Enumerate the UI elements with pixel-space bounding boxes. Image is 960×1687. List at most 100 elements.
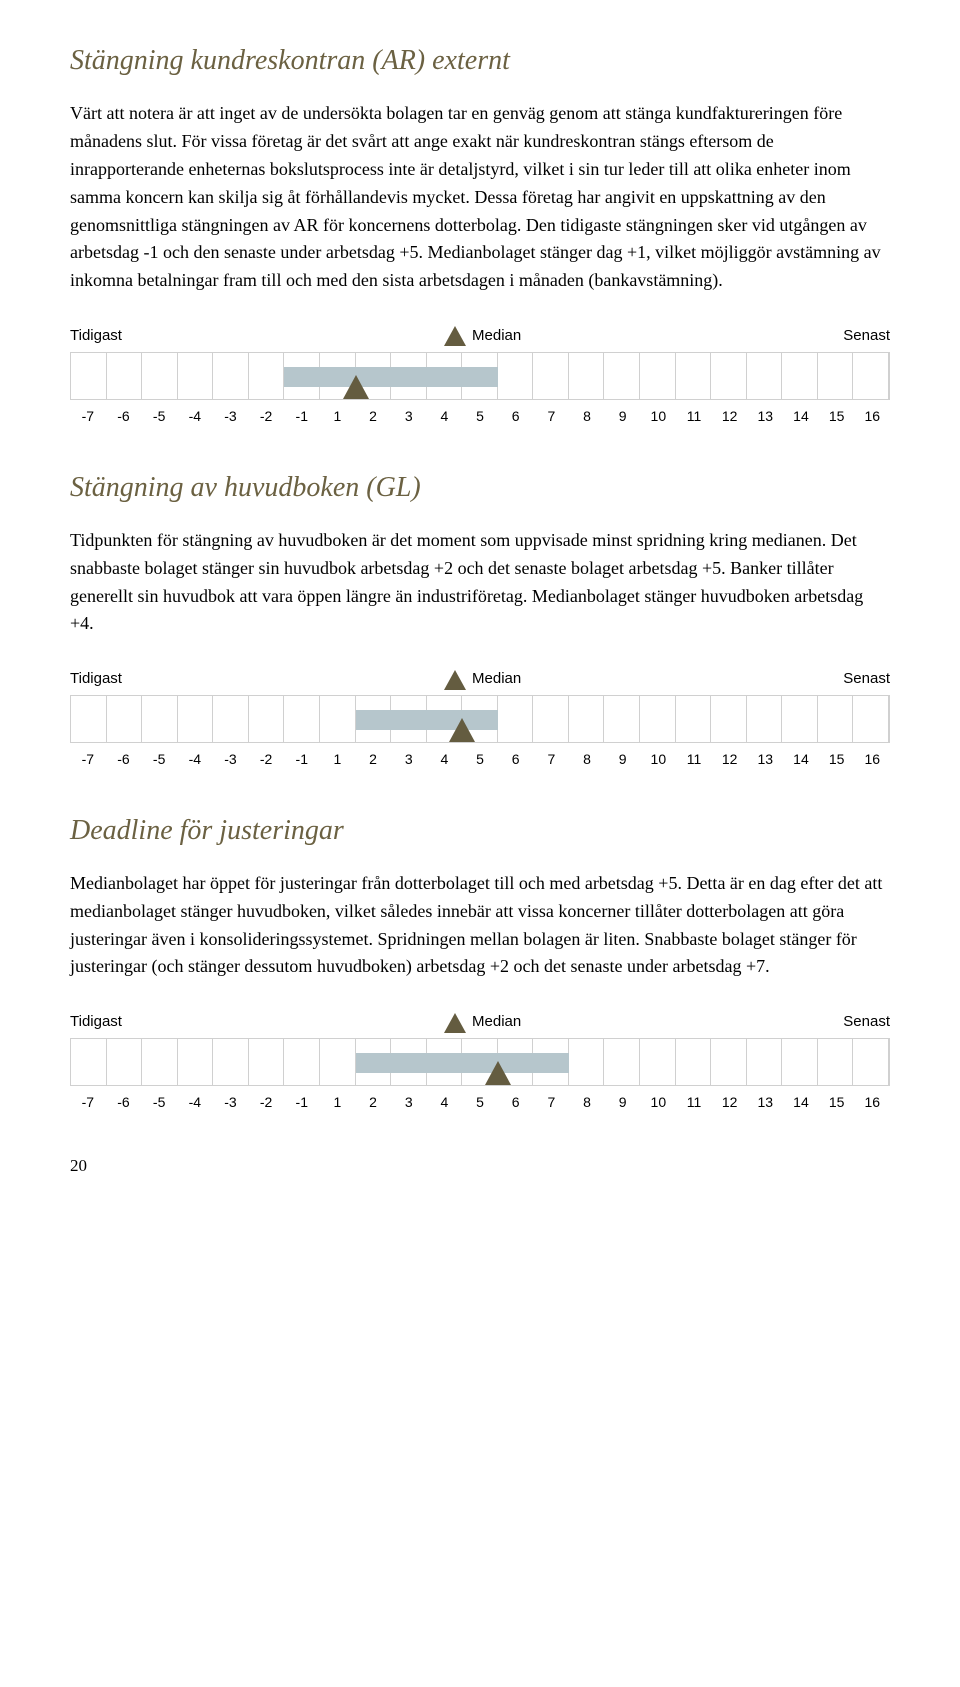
timeline-cell <box>249 353 285 399</box>
label-latest: Senast <box>843 1011 890 1034</box>
timeline-cell <box>782 353 818 399</box>
timeline-ticks: -7-6-5-4-3-2-112345678910111213141516 <box>70 1092 890 1113</box>
timeline-cell <box>604 696 640 742</box>
label-earliest: Tidigast <box>70 1011 122 1034</box>
timeline-cell <box>747 696 783 742</box>
section-title: Deadline för justeringar <box>70 810 890 852</box>
section: Deadline för justeringar Medianbolaget h… <box>70 810 890 1113</box>
label-earliest: Tidigast <box>70 668 122 691</box>
timeline-cell <box>142 1039 178 1085</box>
timeline-tick: 3 <box>391 1092 427 1113</box>
timeline-tick: 6 <box>498 1092 534 1113</box>
timeline-tick: 12 <box>712 749 748 770</box>
timeline-cell <box>107 1039 143 1085</box>
timeline-cell <box>213 1039 249 1085</box>
timeline-labels: Tidigast Median Senast <box>70 325 890 348</box>
timeline-tick: -1 <box>284 749 320 770</box>
timeline-tick: -3 <box>213 406 249 427</box>
timeline-tick: 16 <box>854 406 890 427</box>
label-median: Median <box>444 668 521 691</box>
timeline-tick: 13 <box>747 406 783 427</box>
timeline-cell <box>853 696 889 742</box>
label-latest: Senast <box>843 668 890 691</box>
timeline-tick: 15 <box>819 406 855 427</box>
timeline-cell <box>533 696 569 742</box>
timeline-cell <box>284 696 320 742</box>
triangle-icon <box>444 670 466 690</box>
timeline-cell <box>711 1039 747 1085</box>
timeline-cell <box>853 353 889 399</box>
label-median: Median <box>444 1011 521 1034</box>
timeline-tick: 5 <box>462 1092 498 1113</box>
timeline-tick: -6 <box>106 1092 142 1113</box>
timeline-cell <box>676 1039 712 1085</box>
timeline-chart: Tidigast Median Senast -7-6-5-4-3-2-1123… <box>70 1011 890 1113</box>
timeline-tick: -7 <box>70 1092 106 1113</box>
timeline-cell <box>604 353 640 399</box>
timeline-cell <box>320 1039 356 1085</box>
timeline-tick: 5 <box>462 406 498 427</box>
timeline-tick: 7 <box>534 406 570 427</box>
timeline-grid <box>70 352 890 400</box>
timeline-tick: -5 <box>141 406 177 427</box>
section-body: Medianbolaget har öppet för justeringar … <box>70 870 890 982</box>
timeline-cell <box>107 696 143 742</box>
timeline-cell <box>747 353 783 399</box>
timeline-cell <box>498 353 534 399</box>
timeline-cell <box>676 353 712 399</box>
timeline-ticks: -7-6-5-4-3-2-112345678910111213141516 <box>70 749 890 770</box>
timeline-tick: 12 <box>712 1092 748 1113</box>
timeline-tick: -2 <box>248 406 284 427</box>
timeline-tick: 7 <box>534 1092 570 1113</box>
timeline-tick: 15 <box>819 1092 855 1113</box>
timeline-tick: 13 <box>747 1092 783 1113</box>
triangle-icon <box>444 1013 466 1033</box>
timeline-tick: 11 <box>676 406 712 427</box>
timeline-tick: 15 <box>819 749 855 770</box>
timeline-tick: 2 <box>355 406 391 427</box>
timeline-cell <box>142 696 178 742</box>
timeline-cell <box>782 1039 818 1085</box>
timeline-cell <box>853 1039 889 1085</box>
timeline-tick: 8 <box>569 749 605 770</box>
timeline-cell <box>818 353 854 399</box>
timeline-tick: 10 <box>641 1092 677 1113</box>
timeline-tick: 9 <box>605 749 641 770</box>
timeline-tick: 1 <box>320 406 356 427</box>
timeline-cell <box>71 1039 107 1085</box>
timeline-labels: Tidigast Median Senast <box>70 1011 890 1034</box>
timeline-cell <box>107 353 143 399</box>
timeline-cell <box>747 1039 783 1085</box>
section: Stängning kundreskontran (AR) externt Vä… <box>70 40 890 427</box>
timeline-range-band <box>356 710 498 730</box>
timeline-cell <box>604 1039 640 1085</box>
timeline-tick: 14 <box>783 1092 819 1113</box>
label-median-text: Median <box>472 325 521 348</box>
section-title: Stängning kundreskontran (AR) externt <box>70 40 890 82</box>
label-median-text: Median <box>472 1011 521 1034</box>
timeline-tick: -2 <box>248 1092 284 1113</box>
timeline-tick: 4 <box>427 749 463 770</box>
timeline-tick: 12 <box>712 406 748 427</box>
timeline-chart: Tidigast Median Senast -7-6-5-4-3-2-1123… <box>70 325 890 427</box>
timeline-cell <box>711 353 747 399</box>
timeline-cell <box>320 696 356 742</box>
timeline-tick: -3 <box>213 749 249 770</box>
timeline-tick: 7 <box>534 749 570 770</box>
timeline-range-band <box>284 367 497 387</box>
timeline-ticks: -7-6-5-4-3-2-112345678910111213141516 <box>70 406 890 427</box>
timeline-cell <box>569 696 605 742</box>
timeline-tick: 10 <box>641 406 677 427</box>
timeline-tick: -6 <box>106 749 142 770</box>
label-median: Median <box>444 325 521 348</box>
page-number: 20 <box>70 1153 890 1179</box>
timeline-tick: -5 <box>141 749 177 770</box>
timeline-tick: -6 <box>106 406 142 427</box>
timeline-tick: 8 <box>569 406 605 427</box>
timeline-cell <box>249 696 285 742</box>
timeline-grid <box>70 695 890 743</box>
timeline-tick: 1 <box>320 1092 356 1113</box>
timeline-cell <box>640 696 676 742</box>
timeline-cell <box>178 1039 214 1085</box>
timeline-grid <box>70 1038 890 1086</box>
